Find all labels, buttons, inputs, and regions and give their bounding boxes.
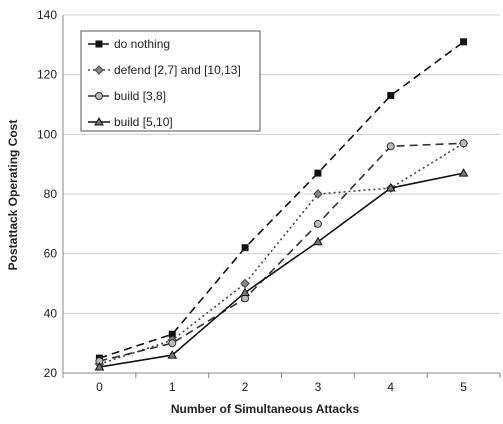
x-axis-title: Number of Simultaneous Attacks xyxy=(171,402,360,416)
data-point xyxy=(387,92,395,100)
series-3 xyxy=(94,168,469,371)
legend-item: do nothing xyxy=(88,37,170,51)
data-point xyxy=(313,189,323,199)
x-tick-label: 5 xyxy=(460,380,467,394)
x-tick-label: 0 xyxy=(96,380,103,394)
legend-label: build [5,10] xyxy=(114,115,173,129)
legend-label: do nothing xyxy=(114,37,170,51)
series-2 xyxy=(95,139,468,366)
series-line xyxy=(99,142,465,365)
data-point xyxy=(313,219,322,228)
data-point xyxy=(385,183,396,192)
data-point xyxy=(240,287,250,296)
y-tick-label: 20 xyxy=(44,366,58,380)
legend-marker xyxy=(95,40,103,48)
series-layer xyxy=(94,38,469,371)
data-point xyxy=(460,38,468,46)
legend-marker xyxy=(94,65,104,75)
legend-label: defend [2,7] and [10,13] xyxy=(114,63,241,77)
data-point xyxy=(168,339,177,348)
y-axis-title: Postattack Operating Cost xyxy=(6,120,20,271)
data-point xyxy=(386,142,395,151)
y-tick-label: 120 xyxy=(37,68,57,82)
series-line xyxy=(99,172,464,368)
data-point xyxy=(314,169,322,177)
y-tick-label: 140 xyxy=(37,8,57,22)
x-tick-label: 3 xyxy=(315,380,322,394)
legend-marker xyxy=(95,92,103,100)
x-tick-label: 1 xyxy=(169,380,176,394)
legend-box xyxy=(80,30,261,132)
legend-item: build [5,10] xyxy=(88,115,173,129)
legend-item: defend [2,7] and [10,13] xyxy=(88,63,241,77)
legend-label: build [3,8] xyxy=(114,89,166,103)
x-tick-label: 2 xyxy=(242,380,249,394)
y-tick-label: 80 xyxy=(44,187,58,201)
data-point xyxy=(459,139,468,148)
series-line xyxy=(99,142,464,362)
y-tick-label: 60 xyxy=(44,247,58,261)
series-line xyxy=(99,41,465,359)
axis-layer: 20 40 60 80 100 120 140 0 1 2 3 4 5 xyxy=(37,8,501,394)
x-tick-label: 4 xyxy=(387,380,394,394)
data-point xyxy=(313,236,323,246)
legend: do nothing defend [2,7] and [10,13] build … xyxy=(80,30,261,132)
y-tick-label: 100 xyxy=(37,127,57,141)
legend-marker xyxy=(94,116,104,126)
legend-item: build [3,8] xyxy=(88,89,166,103)
data-point xyxy=(167,350,178,359)
data-point xyxy=(241,244,249,252)
data-point xyxy=(241,294,250,303)
data-point xyxy=(168,330,176,338)
data-point xyxy=(458,168,469,177)
y-tick-label: 40 xyxy=(44,306,58,320)
data-point xyxy=(94,362,105,371)
